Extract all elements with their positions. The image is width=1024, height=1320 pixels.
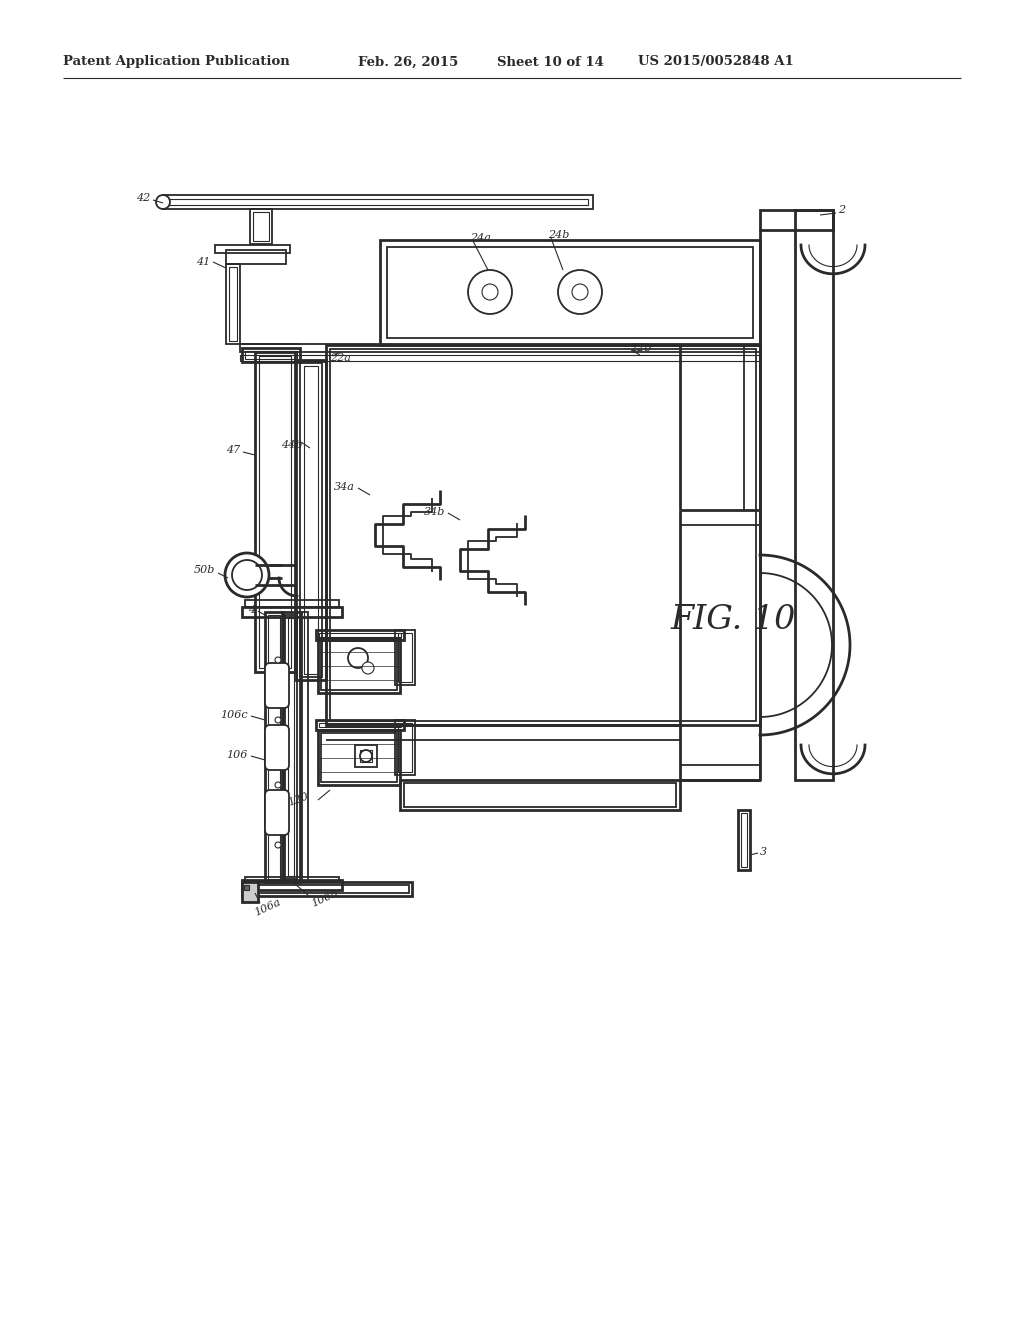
- Text: 42: 42: [136, 193, 150, 203]
- Circle shape: [275, 717, 281, 723]
- Text: 106a: 106a: [253, 896, 283, 917]
- Circle shape: [225, 553, 269, 597]
- Bar: [404, 783, 676, 807]
- Bar: [242, 882, 412, 896]
- Text: US 2015/0052848 A1: US 2015/0052848 A1: [638, 55, 794, 69]
- FancyBboxPatch shape: [265, 725, 289, 770]
- Circle shape: [558, 271, 602, 314]
- FancyBboxPatch shape: [265, 663, 289, 708]
- Bar: [738, 810, 750, 870]
- FancyBboxPatch shape: [265, 789, 289, 836]
- Bar: [360, 750, 372, 762]
- Bar: [245, 884, 409, 894]
- Text: FIG. 10: FIG. 10: [670, 605, 796, 636]
- Circle shape: [156, 195, 170, 209]
- Bar: [285, 615, 297, 879]
- Text: 34a: 34a: [334, 482, 355, 492]
- Text: 4: 4: [248, 605, 255, 615]
- Bar: [255, 352, 295, 672]
- Bar: [242, 348, 300, 362]
- Bar: [741, 813, 746, 867]
- Bar: [168, 199, 588, 205]
- Bar: [316, 719, 404, 730]
- Bar: [245, 876, 339, 882]
- Bar: [330, 348, 756, 721]
- Bar: [300, 363, 322, 677]
- Bar: [242, 880, 342, 890]
- Circle shape: [468, 271, 512, 314]
- Bar: [398, 723, 412, 772]
- Text: 41: 41: [196, 257, 210, 267]
- Bar: [245, 601, 339, 607]
- Bar: [250, 209, 272, 244]
- Bar: [245, 351, 297, 359]
- Circle shape: [572, 284, 588, 300]
- Bar: [282, 612, 300, 882]
- Bar: [795, 210, 833, 780]
- Bar: [163, 195, 593, 209]
- Text: 106: 106: [226, 750, 248, 760]
- Bar: [226, 264, 240, 345]
- Text: 2: 2: [838, 205, 845, 215]
- Text: 34b: 34b: [424, 507, 445, 517]
- Bar: [398, 634, 412, 682]
- Bar: [395, 719, 415, 775]
- Circle shape: [362, 663, 374, 675]
- Bar: [268, 615, 280, 879]
- Bar: [253, 213, 269, 242]
- Bar: [304, 366, 318, 675]
- Bar: [302, 612, 308, 882]
- Text: 120: 120: [287, 792, 310, 808]
- Bar: [326, 345, 760, 725]
- Bar: [242, 607, 342, 616]
- Circle shape: [360, 750, 372, 762]
- Bar: [400, 780, 680, 810]
- Text: Patent Application Publication: Patent Application Publication: [63, 55, 290, 69]
- Bar: [226, 249, 286, 264]
- Bar: [242, 882, 258, 902]
- Bar: [265, 612, 283, 882]
- Text: 3: 3: [760, 847, 767, 857]
- Circle shape: [275, 657, 281, 663]
- Bar: [318, 730, 400, 785]
- Text: 50b: 50b: [194, 565, 215, 576]
- Text: 22b: 22b: [630, 343, 651, 352]
- Text: 24a: 24a: [470, 234, 490, 243]
- Text: 106b: 106b: [310, 887, 340, 908]
- Text: 106c: 106c: [220, 710, 248, 719]
- Circle shape: [348, 648, 368, 668]
- Bar: [321, 642, 397, 690]
- Circle shape: [275, 781, 281, 788]
- Bar: [387, 247, 753, 338]
- Bar: [240, 355, 760, 360]
- Bar: [240, 345, 760, 352]
- Bar: [319, 723, 401, 727]
- Text: Feb. 26, 2015: Feb. 26, 2015: [358, 55, 459, 69]
- Circle shape: [232, 560, 262, 590]
- Bar: [355, 744, 377, 767]
- Bar: [296, 360, 326, 680]
- Text: Sheet 10 of 14: Sheet 10 of 14: [497, 55, 604, 69]
- Bar: [259, 356, 291, 668]
- Bar: [321, 733, 397, 781]
- Bar: [380, 240, 760, 345]
- Text: 22a: 22a: [330, 352, 351, 363]
- Bar: [760, 210, 833, 230]
- Text: 47: 47: [225, 445, 240, 455]
- Bar: [288, 618, 294, 876]
- Bar: [244, 884, 249, 890]
- Bar: [229, 267, 237, 341]
- Text: 44b: 44b: [281, 440, 302, 450]
- Bar: [215, 246, 290, 253]
- Circle shape: [482, 284, 498, 300]
- Bar: [318, 638, 400, 693]
- Text: 24b: 24b: [548, 230, 569, 240]
- Circle shape: [275, 842, 281, 847]
- Bar: [316, 630, 404, 640]
- Bar: [319, 634, 401, 638]
- Bar: [395, 630, 415, 685]
